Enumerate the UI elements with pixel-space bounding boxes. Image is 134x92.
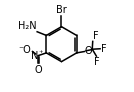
Text: O: O	[85, 46, 92, 56]
Text: H₂N: H₂N	[18, 21, 37, 31]
Text: O: O	[34, 65, 42, 75]
Text: Br: Br	[56, 5, 67, 15]
Text: F: F	[100, 44, 106, 54]
Text: ⁺: ⁺	[38, 49, 43, 58]
Text: F: F	[93, 31, 99, 41]
Text: F: F	[94, 57, 99, 67]
Text: ⁻O: ⁻O	[18, 45, 31, 55]
Text: N: N	[31, 51, 38, 61]
